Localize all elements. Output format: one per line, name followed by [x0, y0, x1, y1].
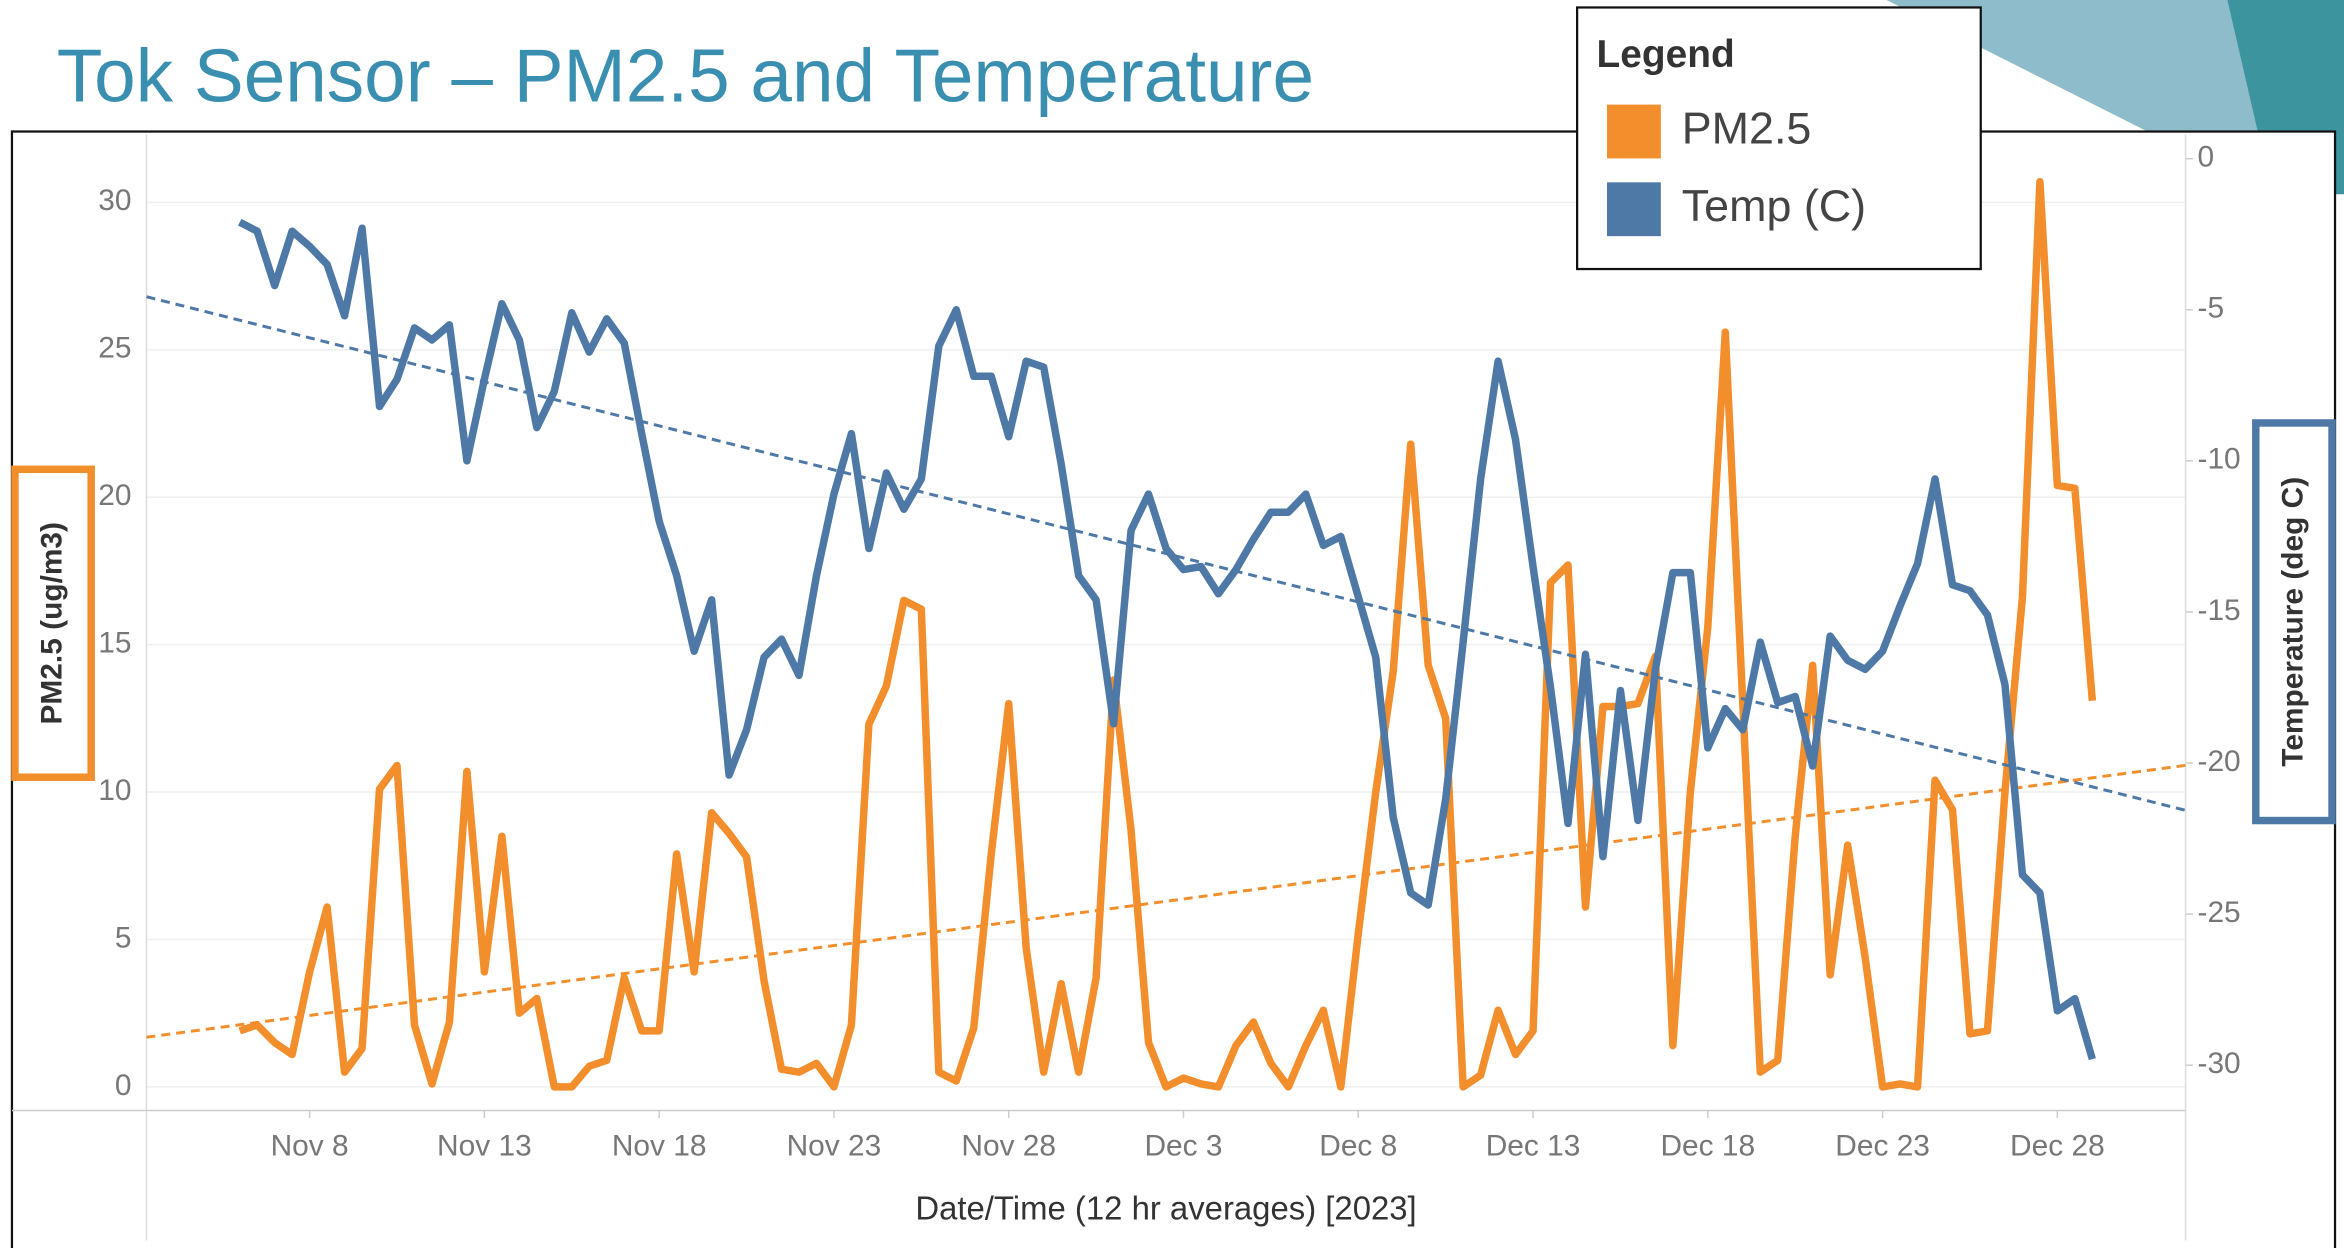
- y-tick-label: 25: [98, 332, 131, 365]
- x-tick-label: Dec 8: [1319, 1130, 1397, 1163]
- legend-label: PM2.5: [1682, 102, 1812, 153]
- x-tick-label: Dec 28: [2010, 1130, 2105, 1163]
- x-tick-label: Nov 13: [437, 1130, 532, 1163]
- x-tick-label: Nov 8: [271, 1130, 349, 1163]
- y-tick-label: 30: [98, 184, 131, 217]
- chart-frame: [10, 130, 2337, 1248]
- x-tick-label: Dec 3: [1144, 1130, 1222, 1163]
- series-line: [237, 218, 2096, 1061]
- legend-title: Legend: [1597, 33, 1735, 76]
- legend-swatch: [1607, 104, 1661, 159]
- y-tick-label: 20: [98, 479, 131, 512]
- x-tick-label: Nov 23: [787, 1130, 882, 1163]
- y-axis-box: [11, 465, 95, 781]
- legend-swatch: [1607, 182, 1661, 237]
- x-tick-label: Dec 18: [1660, 1130, 1755, 1163]
- x-axis-title: Date/Time (12 hr averages) [2023]: [915, 1189, 1416, 1226]
- y2-tick-label: -15: [2198, 594, 2241, 627]
- y2-tick-label: -10: [2198, 443, 2241, 476]
- slide-title: Tok Sensor – PM2.5 and Temperature: [57, 34, 1314, 118]
- plot: 0 5 10 15 20 25 30 0 -5 -10 -15 -20 -25 -30 Nov 8 Nov 1…: [11, 134, 2241, 1241]
- y2-tick-label: -5: [2198, 292, 2225, 325]
- y2-tick-label: -25: [2198, 896, 2241, 929]
- series-line: [238, 177, 2097, 1091]
- y2-axis-title: Temperature (deg C): [2277, 477, 2310, 767]
- x-tick-label: Nov 28: [961, 1130, 1056, 1163]
- y-tick-label: 5: [115, 921, 132, 954]
- legend-items: PM2.5 Temp (C): [1607, 102, 1866, 237]
- x-tick-label: Nov 18: [612, 1130, 707, 1163]
- x-tick-label: Dec 23: [1835, 1130, 1930, 1163]
- x-tick-label: Dec 13: [1486, 1130, 1581, 1163]
- y2-tick-label: -30: [2198, 1047, 2241, 1080]
- y2-tick-label: 0: [2198, 141, 2215, 174]
- y2-axis-box: [2252, 419, 2336, 825]
- y-axis-title: PM2.5 (ug/m3): [36, 522, 69, 725]
- y-tick-label: 0: [115, 1069, 132, 1102]
- y-tick-label: 15: [98, 627, 131, 660]
- y2-tick-label: -20: [2198, 745, 2241, 778]
- legend-label: Temp (C): [1682, 180, 1866, 231]
- y-tick-label: 10: [98, 774, 131, 807]
